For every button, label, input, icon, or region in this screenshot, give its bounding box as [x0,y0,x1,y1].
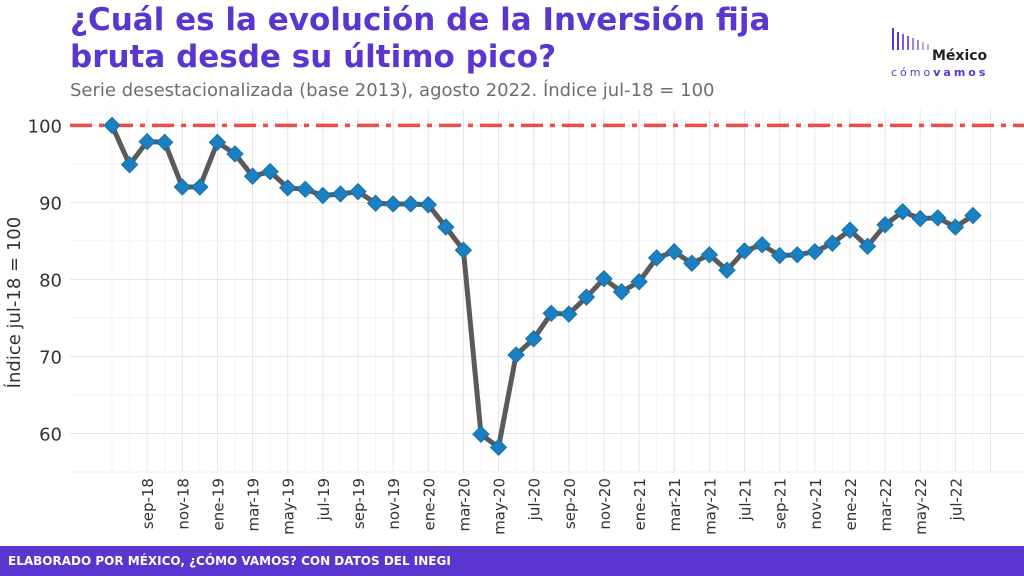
data-point [384,195,402,213]
x-tick-label: sep-19 [350,478,368,529]
chart-title: ¿Cuál es la evolución de la Inversión fi… [70,2,771,75]
x-tick-label: ene-20 [420,478,438,530]
data-point [120,155,139,174]
data-point [278,179,297,197]
data-point [173,178,191,196]
data-point [911,209,929,228]
data-point [349,182,367,201]
line-chart: 60 70 80 90 100 sep-18 nov-18 ene-19 mar-19 may-… [3,110,1024,535]
data-point [806,243,824,261]
x-tick-label: jul-21 [737,478,755,521]
data-point [366,194,385,212]
data-point [472,425,490,443]
data-point [524,330,543,348]
data-point [401,195,420,213]
data-point [700,246,719,264]
x-tick-label: nov-19 [385,478,403,530]
data-point [454,241,473,259]
chart-subtitle: Serie desestacionalizada (base 2013), ag… [70,80,715,101]
logo-bars-icon [892,28,929,50]
series-line [109,124,975,450]
logo-subtitle: cómovamos [891,66,988,79]
x-tick-label: sep-20 [561,478,579,529]
x-tick-label: mar-22 [877,478,895,532]
data-point [929,209,947,227]
x-tick-label: mar-19 [245,478,263,532]
data-point [138,132,156,151]
data-point [788,246,806,264]
x-tick-label: sep-21 [772,478,790,529]
data-point [595,269,613,288]
mexico-como-vamos-logo: México cómovamos [888,26,1008,82]
data-point [542,304,560,323]
data-point [612,283,631,301]
x-tick-label: jul-22 [947,478,965,521]
chart-grid [70,110,1024,473]
data-point [770,246,789,265]
x-tick-label: mar-20 [455,478,473,532]
y-tick-label: 80 [39,270,62,291]
x-tick-label: jul-20 [526,478,544,521]
data-point [261,162,279,181]
data-point [647,249,666,267]
logo-word: México [932,48,988,64]
x-tick-label: may-20 [491,478,509,535]
data-point [296,180,314,199]
data-point [507,346,525,364]
x-tick-label: may-21 [701,478,719,535]
data-point [753,236,771,254]
data-point [560,305,578,323]
x-tick-label: nov-20 [596,478,614,530]
data-point [489,438,508,457]
logo-sub-bold: vamos [933,66,989,79]
data-point [208,133,227,152]
y-tick-label: 60 [39,424,62,445]
x-tick-label: may-19 [280,478,298,535]
data-point [718,261,736,279]
data-point [419,196,437,214]
x-tick-label: nov-18 [174,478,192,530]
data-point [156,133,174,152]
x-tick-label: mar-21 [666,478,684,532]
series-markers [103,116,982,457]
data-point [683,254,701,272]
data-point [314,186,332,205]
y-tick-label: 90 [39,193,62,214]
x-tick-label: jul-19 [315,478,333,521]
y-tick-label: 100 [28,116,62,137]
data-point [577,288,596,306]
x-tick-label: ene-19 [209,478,227,530]
x-tick-label: ene-21 [631,478,649,530]
data-point [630,273,648,291]
data-point [964,206,982,225]
data-point [437,218,455,236]
data-point [226,145,244,163]
data-point [331,185,350,203]
data-point [735,242,754,260]
data-point [876,216,894,234]
data-point [893,202,912,221]
data-point [823,234,842,252]
y-axis-ticks: 60 70 80 90 100 [28,116,62,445]
footer-credit: ELABORADO POR MÉXICO, ¿CÓMO VAMOS? CON D… [8,554,451,568]
y-tick-label: 70 [39,347,62,368]
data-point [665,243,683,261]
x-tick-label: ene-22 [842,478,860,530]
y-axis-label: Índice jul-18 = 100 [3,217,25,389]
data-point [841,221,859,239]
data-point [191,178,209,196]
logo-sub-light: cómo [891,66,934,79]
data-point [946,218,965,236]
x-tick-label: sep-18 [139,478,157,529]
x-tick-label: nov-21 [807,478,825,530]
data-point [243,167,262,185]
x-tick-label: may-22 [912,478,930,535]
footer-bar: ELABORADO POR MÉXICO, ¿CÓMO VAMOS? CON D… [0,546,1024,576]
data-point [103,116,121,135]
x-axis-ticks: sep-18 nov-18 ene-19 mar-19 may-19 jul-19 sep-… [139,478,965,535]
data-point [858,237,877,256]
